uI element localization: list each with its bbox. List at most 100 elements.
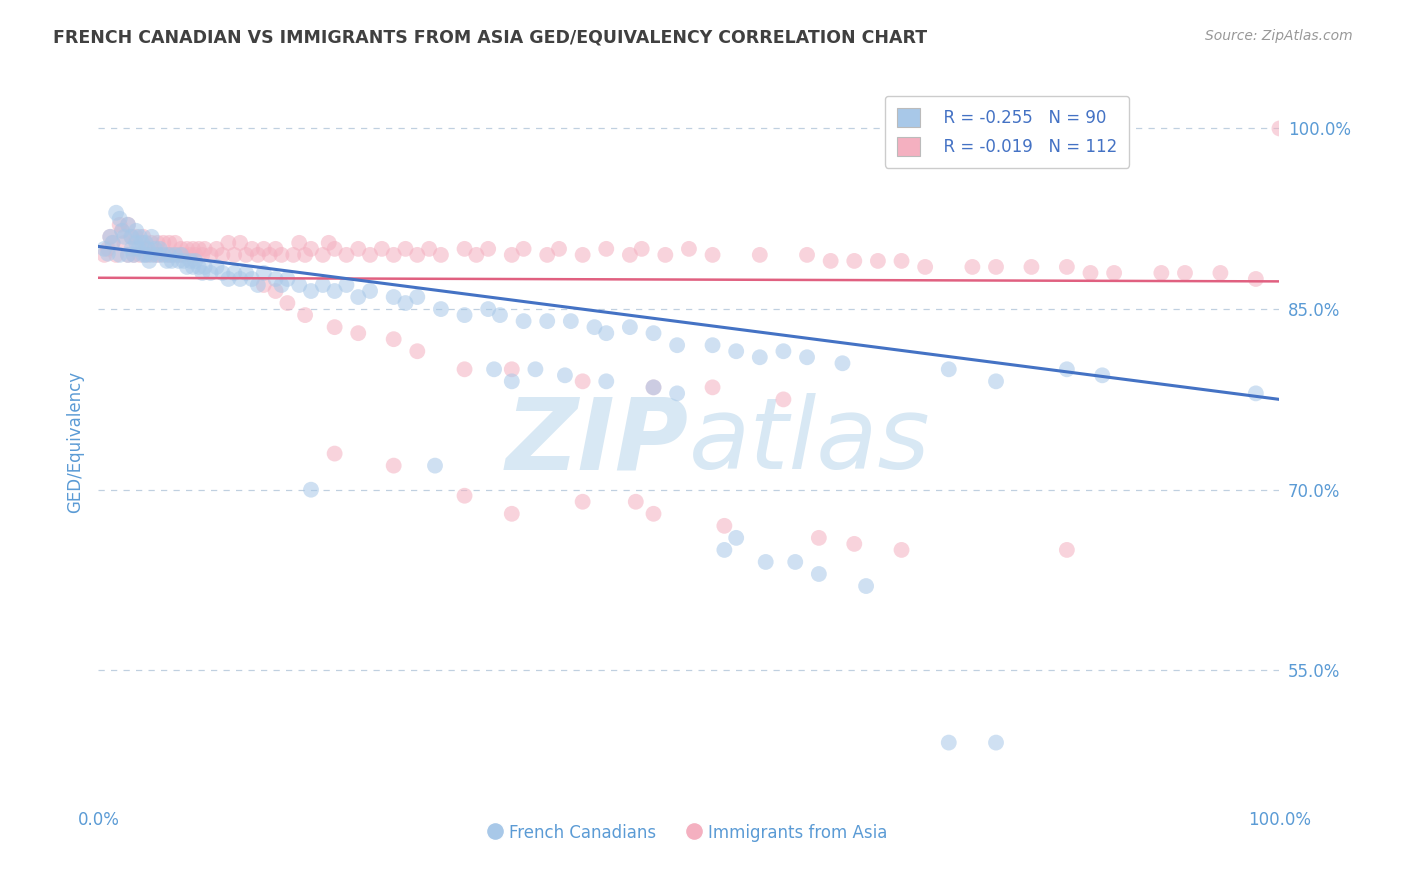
Point [984,260,1007,274]
Point [1244,272,1267,286]
Point [246,248,269,262]
Point [172,248,194,262]
Point [772,344,794,359]
Point [108,211,131,226]
Point [288,278,311,293]
Point [595,242,617,256]
Point [224,266,246,280]
Point [1021,260,1043,274]
Point [796,350,818,364]
Point [128,248,150,262]
Point [93,242,115,256]
Point [406,344,429,359]
Point [217,272,239,286]
Point [807,531,830,545]
Point [844,254,866,268]
Point [181,242,204,256]
Point [984,375,1007,389]
Point [318,235,340,250]
Point [211,248,233,262]
Point [359,284,381,298]
Point [165,248,187,262]
Point [270,278,292,293]
Point [170,242,193,256]
Point [294,308,316,322]
Point [482,362,505,376]
Point [135,242,157,256]
Point [101,235,124,250]
Text: FRENCH CANADIAN VS IMMIGRANTS FROM ASIA GED/EQUIVALENCY CORRELATION CHART: FRENCH CANADIAN VS IMMIGRANTS FROM ASIA … [53,29,928,46]
Point [394,242,416,256]
Point [501,507,523,521]
Point [702,248,724,262]
Point [571,375,593,389]
Point [122,248,145,262]
Point [725,344,748,359]
Point [312,278,335,293]
Point [820,254,842,268]
Point [702,380,724,394]
Point [253,242,276,256]
Point [156,254,179,268]
Point [165,235,187,250]
Point [112,235,135,250]
Point [181,260,204,274]
Point [371,242,394,256]
Point [141,235,163,250]
Point [117,218,139,232]
Point [205,260,228,274]
Point [1091,368,1114,383]
Point [755,555,778,569]
Point [453,242,475,256]
Point [108,218,131,232]
Point [152,235,174,250]
Point [200,266,222,280]
Point [713,519,735,533]
Text: atlas: atlas [689,393,931,490]
Point [702,338,724,352]
Point [299,483,322,497]
Point [595,375,617,389]
Point [571,248,593,262]
Point [217,235,239,250]
Point [624,495,647,509]
Point [167,248,190,262]
Point [536,314,558,328]
Point [536,248,558,262]
Point [259,248,281,262]
Point [149,248,172,262]
Point [453,362,475,376]
Point [453,489,475,503]
Text: Source: ZipAtlas.com: Source: ZipAtlas.com [1205,29,1353,43]
Point [121,230,143,244]
Point [713,542,735,557]
Point [288,235,311,250]
Point [172,254,194,268]
Point [131,235,153,250]
Point [170,248,193,262]
Point [111,224,134,238]
Point [211,266,233,280]
Point [229,235,252,250]
Point [152,248,174,262]
Point [200,248,222,262]
Point [299,242,322,256]
Point [1209,266,1232,280]
Point [984,736,1007,750]
Point [93,248,115,262]
Point [146,248,169,262]
Point [890,254,912,268]
Point [962,260,984,274]
Point [477,242,499,256]
Point [748,248,770,262]
Point [382,248,405,262]
Point [678,242,700,256]
Point [1056,542,1078,557]
Point [299,284,322,298]
Point [128,242,150,256]
Point [125,235,148,250]
Point [335,278,357,293]
Point [430,248,453,262]
Point [111,224,134,238]
Point [194,260,217,274]
